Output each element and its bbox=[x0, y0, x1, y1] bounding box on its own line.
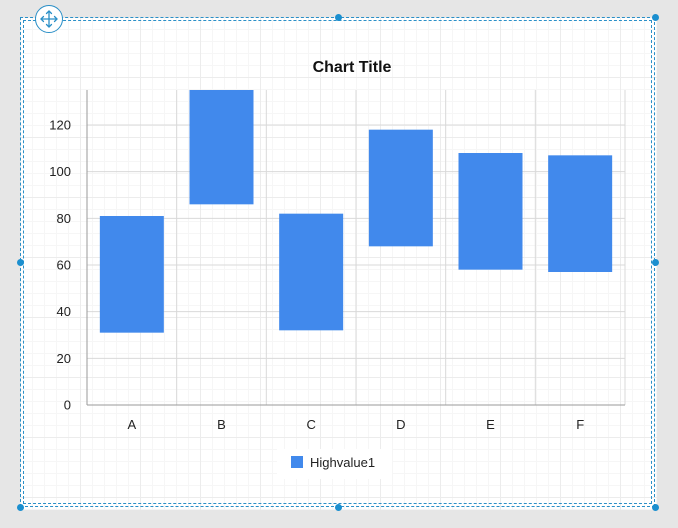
resize-handle-right[interactable] bbox=[652, 259, 659, 266]
bar-f[interactable] bbox=[548, 155, 613, 272]
resize-handle-top[interactable] bbox=[335, 14, 342, 21]
bar-d[interactable] bbox=[368, 129, 433, 247]
resize-handle-left[interactable] bbox=[17, 259, 24, 266]
y-tick-label: 0 bbox=[64, 398, 71, 413]
x-tick-label: A bbox=[127, 417, 136, 432]
y-tick-label: 20 bbox=[57, 351, 71, 366]
x-tick-label: D bbox=[396, 417, 405, 432]
y-tick-label: 120 bbox=[49, 118, 71, 133]
bar-e[interactable] bbox=[458, 153, 523, 270]
chart-title[interactable]: Chart Title bbox=[313, 59, 392, 76]
legend[interactable]: Highvalue1 bbox=[277, 449, 392, 479]
resize-handle-bottom-right[interactable] bbox=[652, 504, 659, 511]
y-tick-label: 100 bbox=[49, 164, 71, 179]
y-tick-label: 60 bbox=[57, 258, 71, 273]
bars bbox=[99, 90, 613, 333]
x-tick-labels: A B C D E F bbox=[127, 417, 584, 432]
legend-label: Highvalue1 bbox=[310, 455, 375, 470]
resize-handle-top-right[interactable] bbox=[652, 14, 659, 21]
x-tick-label: C bbox=[306, 417, 315, 432]
y-tick-labels: 0 20 40 60 80 100 120 bbox=[49, 118, 71, 413]
y-tick-label: 40 bbox=[57, 304, 71, 319]
resize-handle-bottom[interactable] bbox=[335, 504, 342, 511]
move-handle[interactable] bbox=[35, 5, 63, 33]
resize-handle-bottom-left[interactable] bbox=[17, 504, 24, 511]
legend-swatch bbox=[291, 456, 303, 468]
bar-c[interactable] bbox=[279, 213, 344, 331]
x-tick-label: E bbox=[486, 417, 495, 432]
x-tick-label: B bbox=[217, 417, 226, 432]
bar-b[interactable] bbox=[189, 90, 254, 205]
x-tick-label: F bbox=[576, 417, 584, 432]
move-icon bbox=[40, 10, 58, 28]
axes bbox=[86, 90, 625, 406]
bar-a[interactable] bbox=[99, 216, 164, 333]
y-tick-label: 80 bbox=[57, 211, 71, 226]
gridlines bbox=[87, 90, 626, 405]
